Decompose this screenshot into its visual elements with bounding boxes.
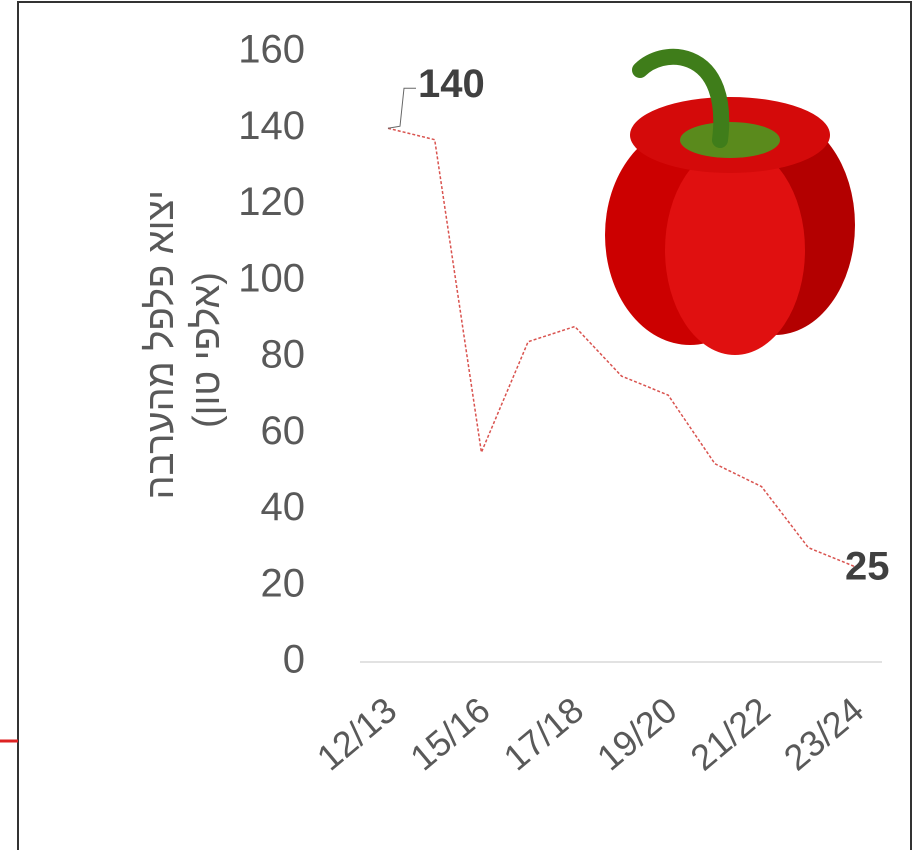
pepper-lobe: [665, 145, 805, 355]
y-axis-title-line: יצוא פלפל מהערבה: [140, 190, 182, 500]
pepper-calyx: [680, 122, 780, 158]
y-axis-title-line: (אלפי טון): [186, 272, 228, 428]
y-tick-label: 160: [238, 28, 305, 72]
y-tick-label: 100: [238, 256, 305, 300]
y-tick-label: 40: [261, 485, 306, 529]
data-label: 140: [418, 62, 485, 106]
y-tick-label: 120: [238, 180, 305, 224]
data-label: 25: [845, 544, 890, 588]
chart: יצוא פלפל מהערבה (אלפי טון) 0 20 40 60 80 100…: [0, 0, 914, 850]
y-tick-label: 0: [283, 638, 305, 682]
y-tick-label: 60: [261, 409, 306, 453]
y-tick-label: 20: [261, 561, 306, 605]
y-tick-label: 80: [261, 333, 306, 377]
y-tick-label: 140: [238, 104, 305, 148]
